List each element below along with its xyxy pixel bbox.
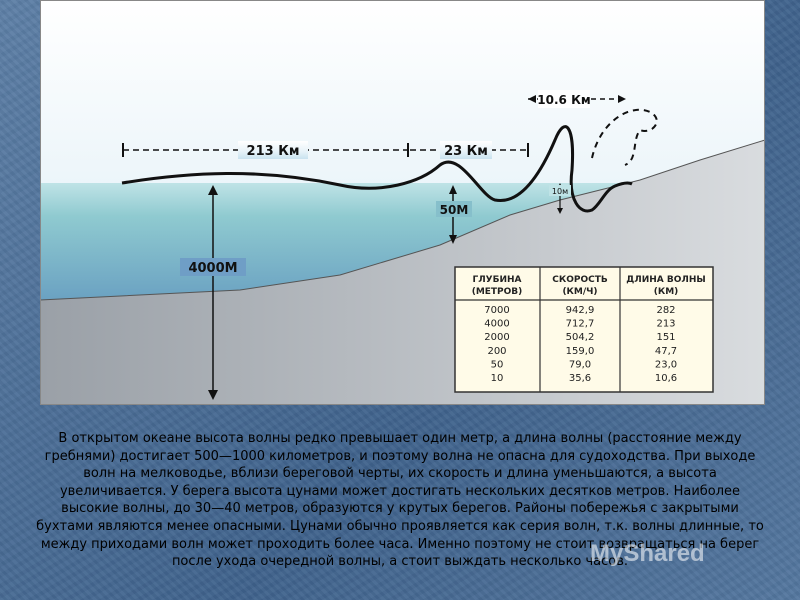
table-cell: 712,7 (566, 319, 595, 330)
arrowhead (208, 185, 218, 195)
arrowhead (208, 390, 218, 400)
label-bg (440, 141, 492, 159)
table-cell: 282 (656, 305, 675, 316)
slide-body-text: В открытом океане высота волны редко пре… (36, 431, 764, 570)
table-cell: 7000 (484, 305, 509, 316)
table-header-cell: (МЕТРОВ) (472, 287, 523, 297)
table-header-cell: (КМ/Ч) (562, 287, 597, 297)
arrowhead (449, 185, 457, 194)
label-bg (238, 141, 308, 159)
table-header-cell: СКОРОСТЬ (552, 275, 608, 285)
tsunami-wave (121, 125, 633, 213)
depth-10-label: 10м (552, 187, 568, 196)
label-bg (538, 90, 590, 108)
label-bg (180, 258, 246, 276)
table-cell: 23,0 (655, 359, 677, 370)
breaking-wave-dashed (591, 108, 658, 166)
table-header-cell: (КМ) (654, 287, 679, 297)
table-header-cell: ДЛИНА ВОЛНЫ (626, 275, 706, 285)
table-cell: 79,0 (569, 359, 591, 370)
table-cell: 2000 (484, 332, 509, 343)
table-cell: 35,6 (569, 373, 591, 384)
data-table: ГЛУБИНА (МЕТРОВ) СКОРОСТЬ (КМ/Ч) ДЛИНА ВОЛНЫ… (454, 266, 714, 393)
distance-213-label: 213 Км (247, 144, 300, 159)
table-cell: 200 (487, 346, 506, 357)
arrowhead (557, 208, 563, 214)
label-bg (549, 185, 571, 196)
table-cell: 47,7 (655, 346, 677, 357)
table-cell: 50 (491, 359, 504, 370)
table-cell: 151 (656, 332, 675, 343)
figure-frame (40, 0, 765, 405)
arrowhead (618, 95, 626, 103)
diagram-svg: 213 Км 23 Км 10.6 Км 4000М 50М 10м (40, 0, 765, 405)
table-cell: 10,6 (655, 373, 677, 384)
table-cell: 159,0 (566, 346, 595, 357)
distance-23-label: 23 Км (444, 144, 488, 159)
tsunami-diagram: 213 Км 23 Км 10.6 Км 4000М 50М 10м (40, 0, 765, 405)
label-bg (436, 201, 472, 217)
myshared-logo: MyShared (590, 540, 705, 568)
table-cell: 504,2 (566, 332, 595, 343)
arrowhead (528, 95, 536, 103)
table-box (454, 266, 714, 393)
table-cell: 213 (656, 319, 675, 330)
table-cell: 942,9 (566, 305, 595, 316)
table-cell: 4000 (484, 319, 509, 330)
table-header-cell: ГЛУБИНА (472, 275, 521, 285)
table-cell: 10 (491, 373, 504, 384)
arrowhead (449, 235, 457, 244)
distance-10-6-label: 10.6 Км (537, 93, 590, 107)
depth-50-label: 50М (440, 203, 469, 217)
logo-text: MyShared (590, 540, 705, 567)
depth-4000-label: 4000М (188, 261, 237, 276)
